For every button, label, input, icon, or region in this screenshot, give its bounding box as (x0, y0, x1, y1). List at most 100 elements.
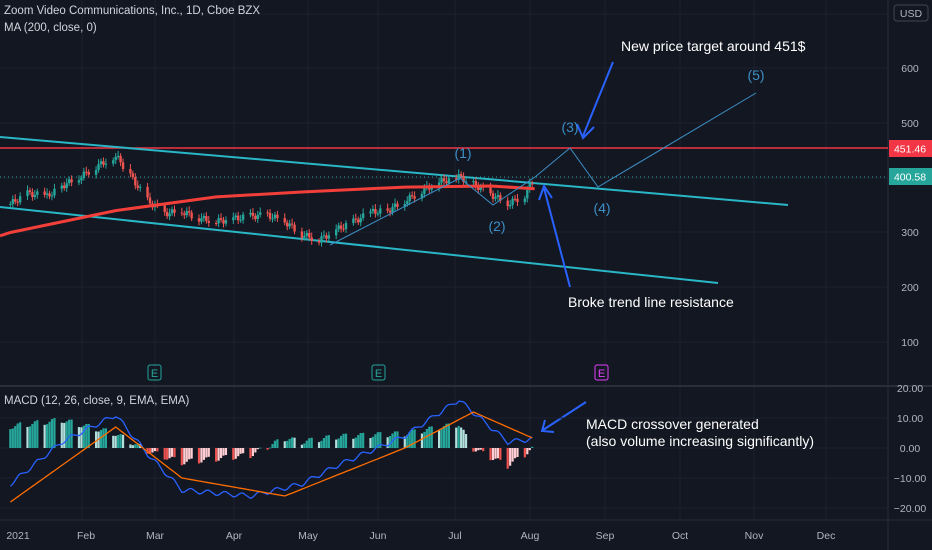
candle-body (200, 218, 203, 222)
price-grid (0, 0, 888, 520)
candle-body (234, 215, 237, 218)
histogram-bar (457, 425, 460, 448)
histogram-bar (234, 448, 237, 459)
histogram-bar (14, 426, 17, 448)
histogram-bar (33, 421, 36, 448)
histogram-bar (300, 444, 303, 448)
histogram-bar (359, 432, 362, 448)
histogram-bar (70, 419, 73, 448)
currency-label: USD (900, 8, 923, 20)
candle-body (430, 187, 433, 190)
histogram-bar (36, 420, 39, 448)
candle-body (80, 177, 83, 181)
macd-annotation-line2[interactable]: (also volume increasing significantly) (586, 433, 814, 449)
histogram-bar (489, 448, 492, 461)
ma-indicator-label[interactable]: MA (200, close, 0) (4, 22, 97, 34)
candle-body (494, 197, 497, 199)
histogram-bar (445, 423, 448, 448)
histogram-bar (266, 448, 269, 450)
histogram-bar (112, 435, 115, 448)
price-pane[interactable] (0, 136, 888, 284)
histogram-bar (308, 438, 311, 448)
histogram-bar (168, 448, 171, 459)
price-tick: 100 (901, 337, 919, 349)
histogram-bar (310, 437, 313, 448)
candle-body (146, 186, 149, 198)
candle-body (165, 211, 169, 217)
macd-annotation-line1[interactable]: MACD crossover generated (586, 416, 759, 432)
histogram-bar (528, 448, 531, 451)
macd-arrow[interactable] (540, 401, 587, 433)
lower-trendline[interactable] (0, 206, 719, 284)
time-tick: Oct (672, 530, 688, 542)
histogram-bar (232, 448, 235, 460)
candle-body (479, 186, 482, 190)
macd-axis[interactable]: 20.00 10.00 0.00 −10.00 −20.00 (894, 383, 927, 515)
histogram-bar (362, 432, 365, 448)
histogram-bar (239, 448, 242, 454)
histogram-bar (19, 422, 22, 448)
candle-body (185, 211, 188, 216)
histogram-bar (104, 428, 107, 448)
upper-trendline[interactable] (0, 136, 789, 206)
wave-projection-line[interactable] (329, 92, 757, 246)
histogram-bar (303, 443, 306, 448)
wave-label-3: (3) (561, 119, 578, 135)
histogram-bar (43, 424, 46, 448)
histogram-bar (197, 448, 201, 464)
candle-body (197, 218, 201, 222)
currency-selector[interactable]: USD (893, 4, 929, 22)
histogram-bar (462, 429, 465, 448)
histogram-bar (491, 448, 495, 461)
candle-body (53, 188, 56, 196)
histogram-bar (440, 428, 443, 448)
time-axis[interactable]: 2021 Feb Mar Apr May Jun Jul Aug Sep Oct… (6, 530, 835, 542)
histogram-bar (173, 448, 176, 458)
candle-body (18, 196, 22, 203)
candle-body (388, 210, 392, 213)
histogram-bar (271, 444, 274, 448)
earnings-marker-1[interactable]: E (147, 364, 162, 381)
histogram-bar (371, 436, 375, 448)
candle-body (308, 232, 311, 238)
candle-body (43, 191, 46, 195)
candle-body (121, 162, 125, 169)
price-axis[interactable]: 600 500 300 200 100 (901, 63, 919, 349)
histogram-bar (200, 448, 203, 463)
candle-body (293, 224, 296, 232)
time-tick: Nov (745, 530, 764, 542)
candle-body (516, 198, 519, 203)
trendline-annotation[interactable]: Broke trend line resistance (568, 294, 734, 310)
histogram-bar (183, 448, 186, 465)
target-annotation[interactable]: New price target around 451$ (621, 38, 806, 54)
candle-body (528, 183, 531, 190)
symbol-title[interactable]: Zoom Video Communications, Inc., 1D, Cbo… (4, 5, 261, 17)
trendline-arrow[interactable] (538, 183, 571, 288)
histogram-bar (403, 436, 406, 448)
target-arrow[interactable] (576, 61, 614, 140)
histogram-bar (85, 424, 88, 448)
histogram-bar (352, 438, 355, 448)
candle-body (268, 212, 272, 219)
candle-body (300, 231, 304, 238)
time-tick: Aug (521, 530, 540, 542)
candle-body (491, 193, 495, 199)
histogram-bar (442, 426, 446, 448)
histogram-bar (48, 421, 51, 448)
candle-body (386, 208, 389, 211)
time-tick: May (298, 530, 319, 542)
candle-body (523, 198, 527, 203)
candle-body (472, 181, 475, 183)
candle-body (361, 213, 365, 218)
candle-body (335, 229, 338, 236)
histogram-bar (396, 431, 399, 448)
earnings-marker-2[interactable]: E (371, 364, 386, 381)
macd-indicator-label[interactable]: MACD (12, 26, close, 9, EMA, EMA) (4, 395, 190, 407)
earnings-marker-upcoming[interactable]: E (594, 364, 609, 381)
histogram-bar (340, 435, 343, 448)
candle-body (102, 161, 105, 165)
histogram-bar (516, 448, 519, 457)
candle-body (526, 189, 529, 199)
candle-body (249, 212, 252, 215)
